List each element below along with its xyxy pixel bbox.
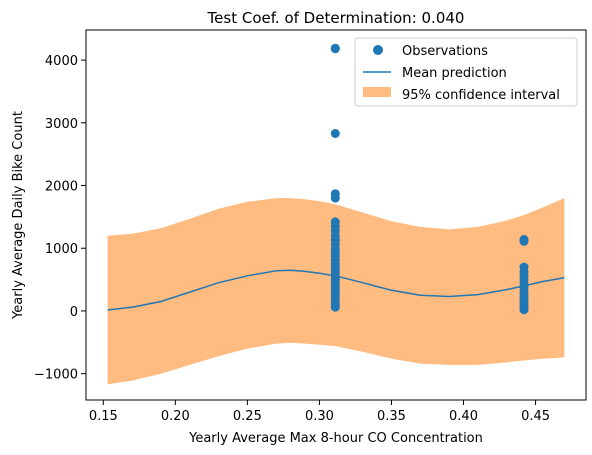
observation-point: [330, 129, 340, 138]
legend-ci-label: 95% confidence interval: [402, 88, 560, 103]
observation-point: [330, 302, 340, 312]
y-tick-label: 2000: [45, 180, 78, 195]
plot-frame: [85, 29, 587, 401]
x-tick-label: 0.40: [449, 409, 478, 424]
y-axis-ticks: −1000 0 1000 2000 3000 4000: [34, 54, 86, 383]
legend-ci-marker: [363, 87, 391, 97]
x-tick-label: 0.25: [233, 409, 262, 424]
y-tick-label: 3000: [45, 117, 78, 132]
y-axis-title: Yearly Average Daily Bike Count: [11, 111, 26, 320]
x-tick-label: 0.45: [521, 409, 550, 424]
y-tick-label: −1000: [34, 368, 78, 383]
legend: Observations Mean prediction 95% confide…: [354, 37, 578, 107]
observation-point: [330, 44, 340, 54]
x-tick-label: 0.15: [89, 409, 118, 424]
x-axis-ticks: 0.15 0.20 0.25 0.30 0.35 0.40 0.45: [89, 400, 550, 424]
observation-point: [519, 236, 529, 246]
legend-observations-marker: [373, 45, 383, 55]
x-tick-label: 0.35: [377, 409, 406, 424]
x-tick-label: 0.20: [161, 409, 190, 424]
x-axis-title: Yearly Average Max 8-hour CO Concentrati…: [188, 431, 483, 446]
legend-mean-label: Mean prediction: [402, 66, 507, 81]
chart-title: Test Coef. of Determination: 0.040: [207, 9, 465, 27]
y-tick-label: 1000: [45, 242, 78, 257]
observation-point: [330, 193, 340, 203]
legend-observations-label: Observations: [402, 44, 488, 59]
mean-prediction-line: [107, 269, 565, 311]
legend-box: [354, 37, 578, 107]
observations-layer: [330, 43, 529, 315]
observation-point: [519, 305, 529, 315]
y-tick-label: 4000: [45, 54, 78, 69]
y-tick-label: 0: [70, 305, 78, 320]
mean-line-layer: [107, 269, 565, 311]
x-tick-label: 0.30: [305, 409, 334, 424]
